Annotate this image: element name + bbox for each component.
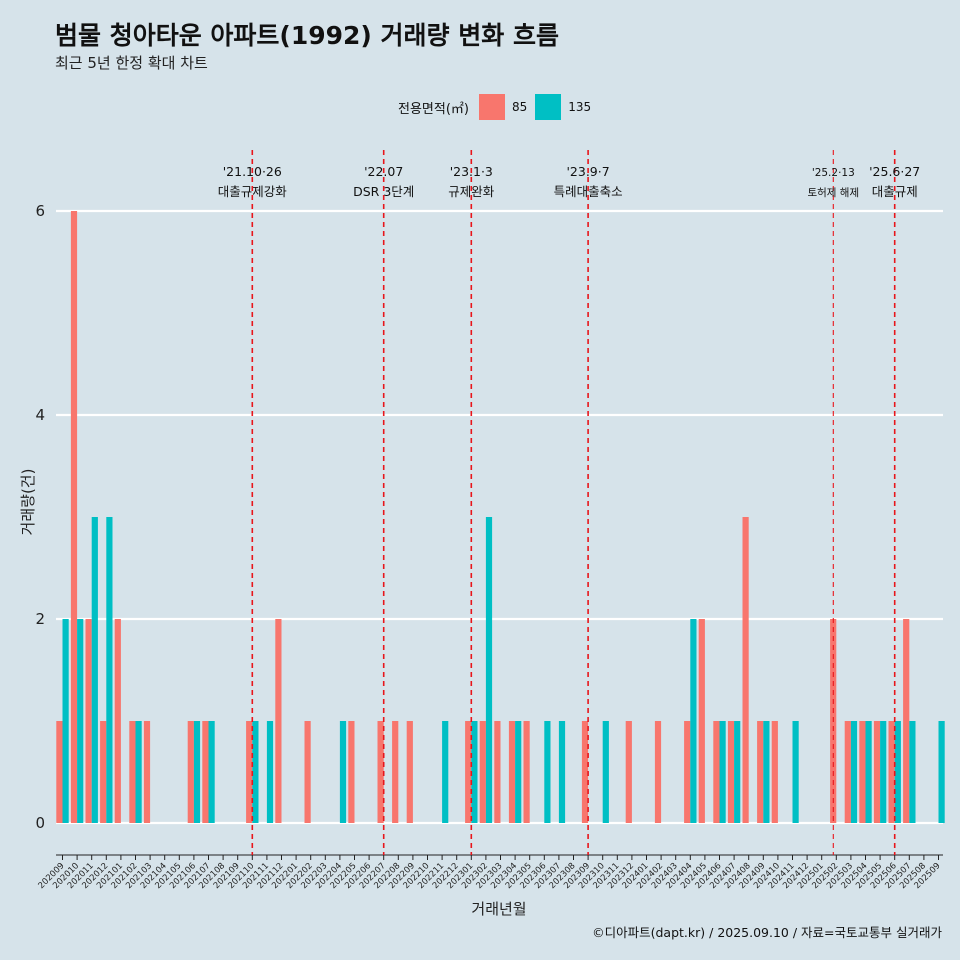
bar-85-202305 <box>523 721 530 823</box>
bar-85-202504 <box>859 721 866 823</box>
bar-135-202503 <box>850 721 858 823</box>
event-label: 대출규제강화 <box>218 184 288 199</box>
bar-135-202507 <box>909 721 916 823</box>
bar-85-202405 <box>698 619 705 823</box>
bar-85-202408 <box>742 517 749 823</box>
event-label: 토허제 해제 <box>807 186 859 199</box>
chart-subtitle: 최근 5년 한정 확대 차트 <box>55 54 208 72</box>
bar-85-202209 <box>406 721 413 823</box>
event-date-label: '23.9·7 <box>566 164 609 179</box>
bar-85-202103 <box>143 721 151 823</box>
bar-85-202409 <box>757 721 764 823</box>
bar-135-202011 <box>91 517 98 823</box>
bar-135-202110 <box>252 721 259 823</box>
bar-135-202012 <box>106 517 113 823</box>
bar-85-202202 <box>304 721 311 823</box>
bar-85-202507 <box>903 619 910 823</box>
bar-85-202208 <box>392 721 399 823</box>
bar-135-202307 <box>558 721 566 823</box>
bar-135-202009 <box>62 619 69 823</box>
event-label: 규제완화 <box>448 184 495 199</box>
legend-item-135: 135 <box>535 94 591 120</box>
bar-85-202110 <box>246 721 253 823</box>
bar-85-202402 <box>654 721 662 823</box>
bar-135-202102 <box>135 721 142 823</box>
legend-label-135: 135 <box>568 100 592 114</box>
legend-title: 전용면적(㎡) <box>398 101 469 117</box>
event-label: 대출규제 <box>872 184 918 199</box>
bar-85-202505 <box>873 721 881 823</box>
bar-85-202312 <box>625 721 632 823</box>
bar-135-202306 <box>544 721 551 823</box>
bar-85-202106 <box>187 721 194 823</box>
bar-135-202310 <box>602 721 609 823</box>
bar-85-202102 <box>129 721 136 823</box>
event-date-label: '25.2·13 <box>812 167 855 179</box>
bar-135-202407 <box>734 721 741 823</box>
bar-85-202407 <box>727 721 735 823</box>
legend: 전용면적(㎡) 85 135 <box>398 93 599 121</box>
event-date-label: '22.07 <box>364 164 403 179</box>
event-date-label: '25.6·27 <box>869 164 920 179</box>
bar-85-202404 <box>684 721 691 823</box>
event-date-label: '21.10·26 <box>223 164 282 179</box>
bar-85-202207 <box>377 721 384 823</box>
bar-135-202504 <box>865 721 872 823</box>
bar-135-202302 <box>485 517 493 823</box>
event-date-label: '23.1·3 <box>450 164 493 179</box>
event-label: 특례대출축소 <box>554 184 623 199</box>
bar-135-202406 <box>719 721 726 823</box>
bar-85-202304 <box>508 721 516 823</box>
bar-85-202010 <box>70 211 78 823</box>
bar-85-202011 <box>85 619 92 823</box>
legend-swatch-135 <box>535 94 562 120</box>
legend-item-85: 85 <box>478 94 528 120</box>
bar-135-202409 <box>763 721 770 823</box>
bar-135-202304 <box>515 721 522 823</box>
bar-85-202406 <box>713 721 720 823</box>
event-label: DSR 3단계 <box>353 184 414 199</box>
bar-85-202506 <box>888 721 895 823</box>
bar-135-202204 <box>339 721 347 823</box>
bar-85-202302 <box>479 721 486 823</box>
bar-135-202509 <box>938 721 945 823</box>
bar-85-202503 <box>844 721 851 823</box>
bar-135-202404 <box>690 619 697 823</box>
bar-85-202112 <box>275 619 282 823</box>
y-tick-label: 4 <box>35 406 45 424</box>
bar-135-202411 <box>792 721 799 823</box>
bar-85-202301 <box>465 721 472 823</box>
y-tick-label: 6 <box>35 202 45 220</box>
bar-85-202101 <box>114 619 121 823</box>
bar-85-202107 <box>202 721 209 823</box>
bar-85-202205 <box>348 721 355 823</box>
chart-title: 범물 청아타운 아파트(1992) 거래량 변화 흐름 <box>55 21 559 50</box>
y-tick-label: 0 <box>35 814 45 832</box>
bar-85-202309 <box>581 721 589 823</box>
bar-85-202009 <box>56 721 63 823</box>
bar-135-202505 <box>880 721 887 823</box>
bar-135-202301 <box>471 721 478 823</box>
bar-135-202107 <box>208 721 215 823</box>
bar-135-202106 <box>193 721 201 823</box>
bar-85-202410 <box>771 721 778 823</box>
bar-135-202111 <box>266 721 274 823</box>
bar-85-202012 <box>100 721 107 823</box>
bar-135-202010 <box>77 619 84 823</box>
legend-swatch-85 <box>478 94 505 120</box>
y-tick-label: 2 <box>35 610 45 628</box>
bar-135-202506 <box>894 721 901 823</box>
x-axis-title: 거래년월 <box>471 900 526 918</box>
y-axis-title: 거래량(건) <box>19 469 37 536</box>
legend-label-85: 85 <box>511 100 528 114</box>
bar-135-202211 <box>442 721 449 823</box>
source-caption: ©디아파트(dapt.kr) / 2025.09.10 / 자료=국토교통부 실… <box>592 925 942 940</box>
bar-85-202303 <box>494 721 501 823</box>
